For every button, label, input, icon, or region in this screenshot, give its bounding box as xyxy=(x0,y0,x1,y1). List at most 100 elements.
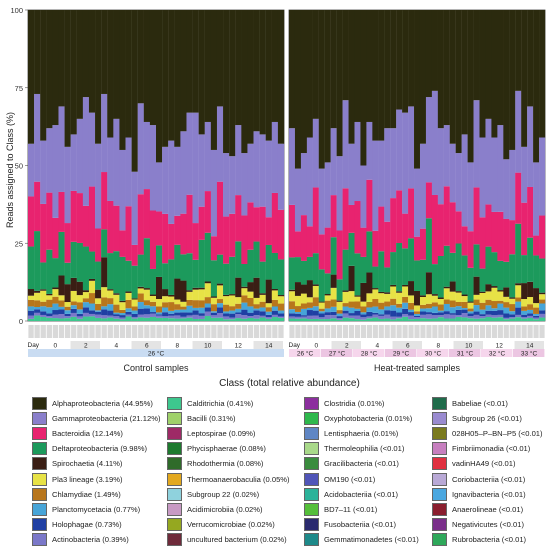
bar-segment xyxy=(88,186,96,252)
bar-segment xyxy=(408,315,415,320)
bar-segment xyxy=(113,318,120,321)
bar-segment xyxy=(235,277,242,298)
legend-entry: vadinHA49 (<0.01) xyxy=(432,457,516,471)
bar-segment-alphaproteobacteria xyxy=(162,10,169,147)
bar-segment xyxy=(431,315,438,319)
day-tick-label: 12 xyxy=(235,343,243,350)
bar-segment xyxy=(241,153,248,216)
legend-entry: Ignavibacteria (<0.01) xyxy=(432,487,526,501)
bar-segment xyxy=(162,213,169,264)
bar-segment xyxy=(425,218,433,273)
bar-segment xyxy=(247,202,254,250)
legend-swatch xyxy=(32,518,47,532)
bar-segment xyxy=(414,236,421,261)
bar-segment xyxy=(113,316,120,319)
temperature-label: 28 °C xyxy=(361,350,378,358)
bar-segment xyxy=(125,314,132,317)
bar-segment xyxy=(318,234,325,270)
bar-segment xyxy=(46,299,53,308)
bar-segment xyxy=(497,310,504,315)
bar-segment xyxy=(485,314,492,318)
bar-segment-alphaproteobacteria xyxy=(354,10,361,122)
bar-segment xyxy=(360,317,367,320)
legend-label: Chlamydiae (1.49%) xyxy=(52,489,121,499)
bar-segment xyxy=(34,290,41,293)
bar-segment xyxy=(414,290,421,306)
sample-label xyxy=(342,325,349,338)
bar-segment xyxy=(271,317,279,321)
day-band xyxy=(423,341,453,349)
bar-segment xyxy=(162,296,169,303)
bar-segment xyxy=(402,213,409,249)
day-band xyxy=(223,341,253,349)
legend-label: Acidobacteriia (<0.01) xyxy=(324,489,399,499)
bar-segment xyxy=(76,295,84,303)
bar-segment xyxy=(396,292,403,304)
bar-segment xyxy=(88,112,96,187)
bar-segment xyxy=(180,312,187,317)
bar-segment xyxy=(76,242,84,282)
bar-segment xyxy=(324,312,331,316)
bar-segment xyxy=(521,314,528,317)
legend-entry: Gammaproteobacteria (21.12%) xyxy=(32,411,160,425)
bar-segment xyxy=(330,287,337,300)
bar-segment xyxy=(40,140,47,204)
bar-segment xyxy=(485,246,492,285)
bar-segment xyxy=(259,317,266,321)
temperature-label: 26 °C xyxy=(148,350,165,358)
sample-label xyxy=(71,325,77,338)
sample-label xyxy=(384,325,390,338)
legend-label: vadinHA49 (<0.01) xyxy=(452,459,516,469)
bar-segment xyxy=(372,289,379,300)
bar-segment xyxy=(539,292,546,295)
bar-segment xyxy=(342,291,349,304)
bar-segment xyxy=(300,303,308,309)
bar-segment-alphaproteobacteria xyxy=(360,10,367,166)
bar-segment xyxy=(253,297,260,305)
bar-segment xyxy=(64,318,71,321)
sample-label xyxy=(205,325,211,338)
bar-segment xyxy=(491,137,498,212)
day-tick-label: 2 xyxy=(345,343,349,350)
bar-segment xyxy=(88,313,96,317)
bar-segment xyxy=(467,162,474,232)
bar-segment xyxy=(330,318,337,321)
bar-segment xyxy=(143,308,151,315)
bar-segment xyxy=(52,303,59,311)
legend-swatch xyxy=(432,442,447,456)
bar-segment xyxy=(168,313,175,316)
bar-segment xyxy=(336,230,343,280)
bar-segment-alphaproteobacteria xyxy=(253,10,260,132)
sample-label xyxy=(34,325,40,338)
bar-segment-alphaproteobacteria xyxy=(289,10,296,129)
bar-segment xyxy=(82,312,90,317)
sample-label xyxy=(360,325,366,338)
bar-segment xyxy=(366,231,373,273)
bar-segment xyxy=(107,253,114,290)
bar-segment xyxy=(101,229,108,258)
bar-segment xyxy=(294,311,302,314)
bar-segment xyxy=(414,168,421,237)
bar-segment xyxy=(354,310,361,316)
bar-segment xyxy=(180,213,187,255)
bar-segment xyxy=(437,312,444,316)
bar-segment xyxy=(384,310,391,315)
bar-segment xyxy=(229,156,236,214)
bar-segment xyxy=(40,289,47,291)
bar-segment xyxy=(533,317,540,320)
bar-segment xyxy=(515,307,522,315)
bar-segment xyxy=(354,315,361,320)
bar-segment xyxy=(149,301,157,307)
bar-segment xyxy=(82,97,90,206)
bar-segment xyxy=(107,310,114,316)
bar-segment-alphaproteobacteria xyxy=(76,10,84,119)
bar-segment xyxy=(46,295,53,300)
bar-segment xyxy=(443,288,450,300)
bar-segment xyxy=(58,300,65,307)
bar-segment xyxy=(277,310,285,314)
bar-segment xyxy=(186,253,193,291)
bar-segment xyxy=(168,310,175,314)
bar-segment xyxy=(223,313,230,317)
sample-label xyxy=(272,325,278,338)
bar-segment xyxy=(192,318,199,321)
